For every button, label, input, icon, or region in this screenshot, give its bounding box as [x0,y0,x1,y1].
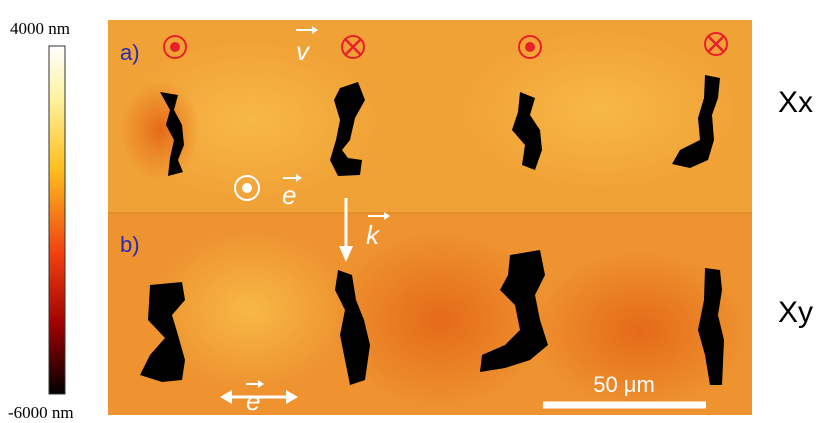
row-label: Xy [778,296,813,329]
colorbar [48,45,66,395]
colorbar-max: 4000 nm [10,19,70,38]
scale-bar-label: 50 μm [593,372,655,397]
vector-v: v [296,36,311,66]
vector-e: e [246,386,260,416]
colorbar-min: -6000 nm [8,403,74,422]
vector-arrows [220,26,390,404]
panel-label: a) [120,40,140,65]
panel-label: b) [120,232,140,257]
vector-e: e [282,180,296,210]
vector-k: k [366,220,381,250]
domains [140,75,724,385]
field-markers [163,32,728,201]
row-label: Xx [778,86,813,119]
image [108,20,752,415]
